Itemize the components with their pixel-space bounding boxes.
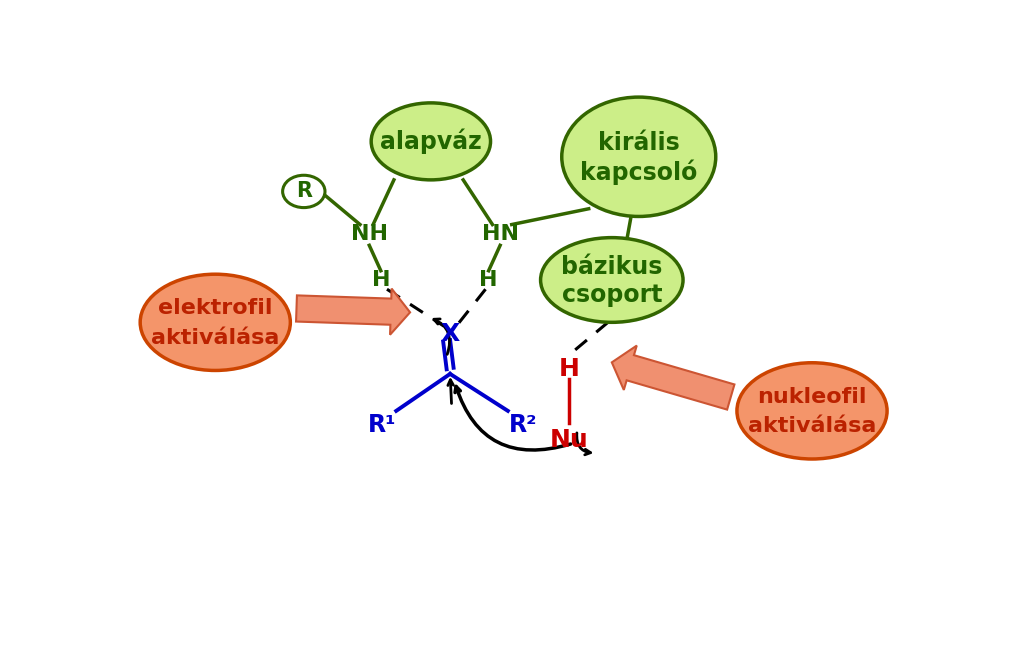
- Polygon shape: [611, 346, 734, 409]
- Text: bázikus: bázikus: [561, 255, 663, 279]
- Text: NH: NH: [351, 224, 388, 244]
- Text: aktiválása: aktiválása: [748, 416, 877, 436]
- Polygon shape: [296, 289, 410, 334]
- Text: Nu: Nu: [550, 428, 589, 452]
- Text: elektrofil: elektrofil: [158, 299, 272, 318]
- Text: R²: R²: [509, 413, 538, 437]
- Text: nukleofil: nukleofil: [758, 387, 866, 407]
- Text: H: H: [559, 357, 580, 381]
- Text: H: H: [479, 270, 498, 290]
- Text: aktiválása: aktiválása: [152, 328, 280, 348]
- Text: R¹: R¹: [368, 413, 396, 437]
- Text: R: R: [296, 181, 312, 201]
- Text: HN: HN: [481, 224, 519, 244]
- Text: alapváz: alapváz: [380, 128, 481, 154]
- Text: királis: királis: [598, 131, 680, 155]
- Ellipse shape: [737, 363, 887, 459]
- Ellipse shape: [140, 274, 291, 370]
- Ellipse shape: [541, 237, 683, 322]
- Text: kapcsoló: kapcsoló: [580, 160, 697, 185]
- Ellipse shape: [283, 175, 325, 207]
- Text: X: X: [440, 322, 460, 346]
- Text: csoport: csoport: [561, 284, 663, 307]
- Text: H: H: [372, 270, 390, 290]
- Ellipse shape: [371, 103, 490, 180]
- Ellipse shape: [562, 97, 716, 216]
